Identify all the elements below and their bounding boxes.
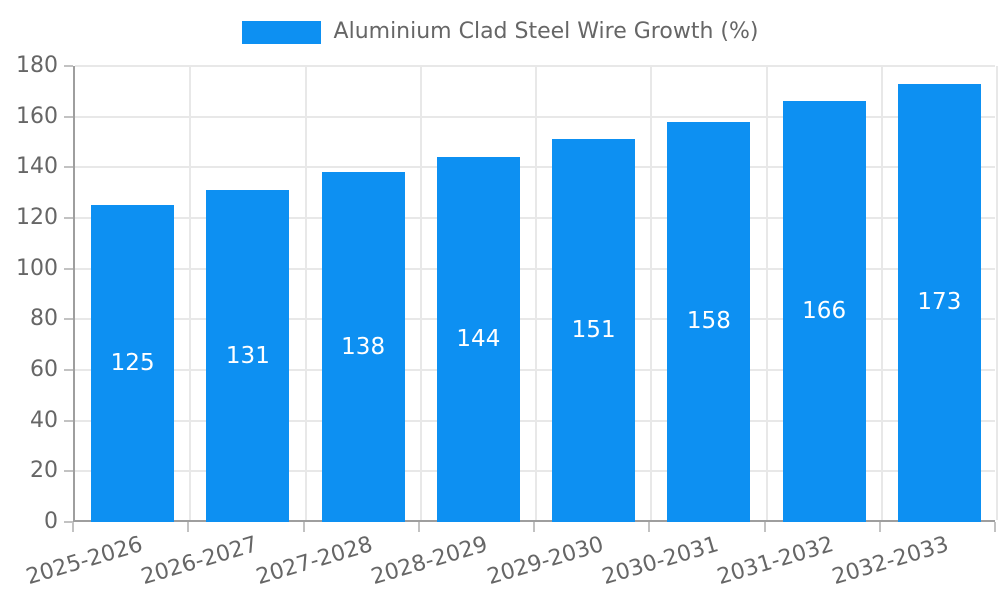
y-axis-tick <box>64 217 73 219</box>
y-tick-label: 140 <box>16 154 58 180</box>
y-axis-tick <box>64 267 73 270</box>
bar-value-label: 125 <box>110 350 155 377</box>
y-tick-label: 180 <box>16 53 58 78</box>
gridline-vertical <box>880 66 883 520</box>
bar-2025-2026: 125 <box>91 205 175 522</box>
gridline-vertical <box>304 66 307 520</box>
plot-area: 125 131 138 144 151 158 166 173 <box>73 65 998 522</box>
y-axis-tick <box>64 419 73 422</box>
y-axis-tick <box>64 318 73 321</box>
bar-value-label: 173 <box>917 289 962 316</box>
y-axis-tick <box>64 521 73 523</box>
y-tick-label: 0 <box>44 509 58 534</box>
y-axis-tick <box>64 470 73 473</box>
gridline-vertical <box>996 66 998 520</box>
y-axis-tick <box>64 115 73 118</box>
gridline-vertical <box>765 66 768 520</box>
bar-2031-2032: 166 <box>782 101 866 522</box>
x-axis-tick <box>533 522 535 532</box>
x-axis-tick <box>878 522 881 532</box>
gridline-vertical <box>419 66 422 520</box>
bar-value-label: 151 <box>571 317 616 344</box>
gridline-vertical <box>189 66 192 520</box>
bar-value-label: 166 <box>802 298 847 325</box>
y-tick-label: 20 <box>30 458 58 484</box>
legend-swatch-icon <box>241 20 321 44</box>
y-axis-tick <box>64 369 73 371</box>
x-axis-tick <box>648 522 651 532</box>
legend-item[interactable]: Aluminium Clad Steel Wire Growth (%) <box>241 19 759 44</box>
y-tick-label: 40 <box>30 407 58 433</box>
bar-2027-2028: 138 <box>321 172 405 522</box>
x-axis-tick <box>417 522 420 532</box>
y-tick-label: 80 <box>30 306 58 332</box>
bar-2028-2029: 144 <box>436 157 520 522</box>
bar-value-label: 158 <box>686 308 731 335</box>
y-tick-label: 100 <box>16 255 58 281</box>
y-axis-tick <box>64 166 73 169</box>
bar-value-label: 131 <box>225 342 270 369</box>
x-axis-tick <box>994 522 996 532</box>
legend-label: Aluminium Clad Steel Wire Growth (%) <box>333 19 759 44</box>
bar-2030-2031: 158 <box>667 121 751 522</box>
y-tick-label: 120 <box>16 205 58 230</box>
x-axis-tick <box>72 522 74 532</box>
x-axis-tick <box>187 522 190 532</box>
x-axis-tick <box>302 522 305 532</box>
bar-2029-2030: 151 <box>552 139 636 522</box>
y-tick-label: 160 <box>16 103 58 129</box>
bar-2032-2033: 173 <box>897 83 981 522</box>
bar-value-label: 138 <box>341 333 386 360</box>
gridline-vertical <box>535 66 537 520</box>
legend: Aluminium Clad Steel Wire Growth (%) <box>0 17 1000 47</box>
gridline-vertical <box>650 66 653 520</box>
bar-2026-2027: 131 <box>206 190 290 522</box>
x-axis-tick <box>763 522 766 532</box>
y-axis-tick <box>64 65 73 67</box>
y-tick-label: 60 <box>30 357 58 382</box>
bar-value-label: 144 <box>456 326 501 353</box>
